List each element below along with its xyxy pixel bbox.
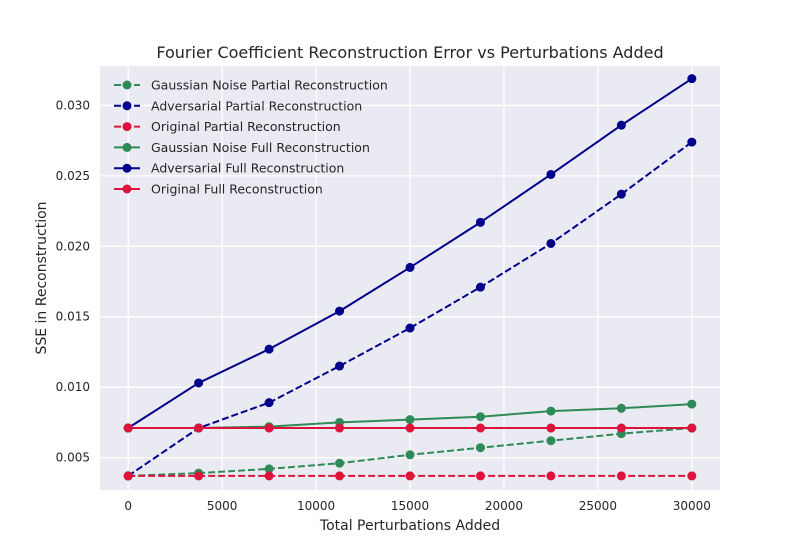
legend-label: Adversarial Full Reconstruction <box>151 161 344 176</box>
legend-label: Adversarial Partial Reconstruction <box>151 98 362 113</box>
series-line-adversarial-partial-reconstruction <box>127 141 693 477</box>
data-point-adversarial-full-reconstruction <box>546 169 556 179</box>
data-point-gaussian-noise-full-reconstruction <box>687 399 697 409</box>
x-tick-label: 0 <box>124 499 132 513</box>
y-tick-label: 0.010 <box>56 380 90 394</box>
legend-label: Gaussian Noise Full Reconstruction <box>151 140 370 155</box>
data-point-gaussian-noise-partial-reconstruction <box>335 458 345 468</box>
data-point-original-full-reconstruction <box>194 423 204 433</box>
legend-label: Original Partial Reconstruction <box>151 119 341 134</box>
data-point-adversarial-partial-reconstruction <box>546 238 556 248</box>
series-markers <box>123 74 697 481</box>
data-point-gaussian-noise-full-reconstruction <box>475 412 485 422</box>
data-point-gaussian-noise-partial-reconstruction <box>546 436 556 446</box>
data-point-original-full-reconstruction <box>335 423 345 433</box>
y-tick-label: 0.005 <box>56 451 90 465</box>
y-tick-label: 0.020 <box>56 239 90 253</box>
data-point-gaussian-noise-partial-reconstruction <box>264 464 274 474</box>
data-point-original-partial-reconstruction <box>546 471 556 481</box>
legend: Gaussian Noise Partial Reconstruction Adv… <box>114 78 388 197</box>
data-point-adversarial-partial-reconstruction <box>475 282 485 292</box>
data-point-original-partial-reconstruction <box>335 471 345 481</box>
x-tick-labels: 0 5000 10000 15000 20000 25000 30000 <box>124 499 711 513</box>
grid <box>100 66 720 490</box>
data-point-gaussian-noise-partial-reconstruction <box>475 443 485 453</box>
x-tick-label: 20000 <box>485 499 523 513</box>
x-tick-label: 5000 <box>207 499 238 513</box>
data-point-adversarial-full-reconstruction <box>687 74 697 84</box>
legend-marker-adversarial-partial-reconstruction <box>122 101 132 111</box>
data-point-original-full-reconstruction <box>687 423 697 433</box>
data-point-original-full-reconstruction <box>475 423 485 433</box>
data-point-original-partial-reconstruction <box>405 471 415 481</box>
data-point-adversarial-full-reconstruction <box>335 306 345 316</box>
data-point-adversarial-full-reconstruction <box>405 262 415 272</box>
data-point-original-full-reconstruction <box>546 423 556 433</box>
data-point-gaussian-noise-full-reconstruction <box>546 406 556 416</box>
data-point-original-full-reconstruction <box>123 423 133 433</box>
data-point-original-full-reconstruction <box>616 423 626 433</box>
legend-label: Gaussian Noise Partial Reconstruction <box>151 78 388 93</box>
x-tick-label: 30000 <box>673 499 711 513</box>
data-point-original-partial-reconstruction <box>194 471 204 481</box>
legend-marker-gaussian-noise-partial-reconstruction <box>122 80 132 90</box>
legend-marker-original-partial-reconstruction <box>122 122 132 132</box>
legend-marker-original-full-reconstruction <box>122 184 132 194</box>
data-point-gaussian-noise-partial-reconstruction <box>405 450 415 460</box>
x-tick-label: 25000 <box>579 499 617 513</box>
y-axis-label: SSE in Reconstruction <box>34 201 50 354</box>
x-tick-label: 10000 <box>297 499 335 513</box>
data-point-gaussian-noise-full-reconstruction <box>616 403 626 413</box>
y-tick-label: 0.030 <box>56 98 90 112</box>
y-tick-label: 0.015 <box>56 310 90 324</box>
data-point-original-partial-reconstruction <box>475 471 485 481</box>
data-point-original-partial-reconstruction <box>616 471 626 481</box>
data-point-original-partial-reconstruction <box>264 471 274 481</box>
y-tick-label: 0.025 <box>56 169 90 183</box>
legend-label: Original Full Reconstruction <box>151 182 323 197</box>
data-point-adversarial-partial-reconstruction <box>616 189 626 199</box>
data-point-adversarial-full-reconstruction <box>616 120 626 130</box>
x-axis-label: Total Perturbations Added <box>319 518 500 534</box>
data-point-original-partial-reconstruction <box>123 471 133 481</box>
data-point-original-partial-reconstruction <box>687 471 697 481</box>
legend-marker-gaussian-noise-full-reconstruction <box>122 142 132 152</box>
data-point-adversarial-partial-reconstruction <box>405 323 415 333</box>
data-point-adversarial-partial-reconstruction <box>687 137 697 147</box>
data-point-adversarial-full-reconstruction <box>475 217 485 227</box>
data-point-gaussian-noise-full-reconstruction <box>405 415 415 425</box>
data-point-original-full-reconstruction <box>264 423 274 433</box>
chart-title: Fourier Coefficient Reconstruction Error… <box>156 43 663 62</box>
data-point-adversarial-partial-reconstruction <box>264 398 274 408</box>
legend-marker-adversarial-full-reconstruction <box>122 163 132 173</box>
data-point-adversarial-full-reconstruction <box>194 378 204 388</box>
data-point-adversarial-partial-reconstruction <box>335 361 345 371</box>
data-point-original-full-reconstruction <box>405 423 415 433</box>
y-tick-labels: 0.005 0.010 0.015 0.020 0.025 0.030 <box>56 98 90 464</box>
x-tick-label: 15000 <box>391 499 429 513</box>
data-point-adversarial-full-reconstruction <box>264 344 274 354</box>
